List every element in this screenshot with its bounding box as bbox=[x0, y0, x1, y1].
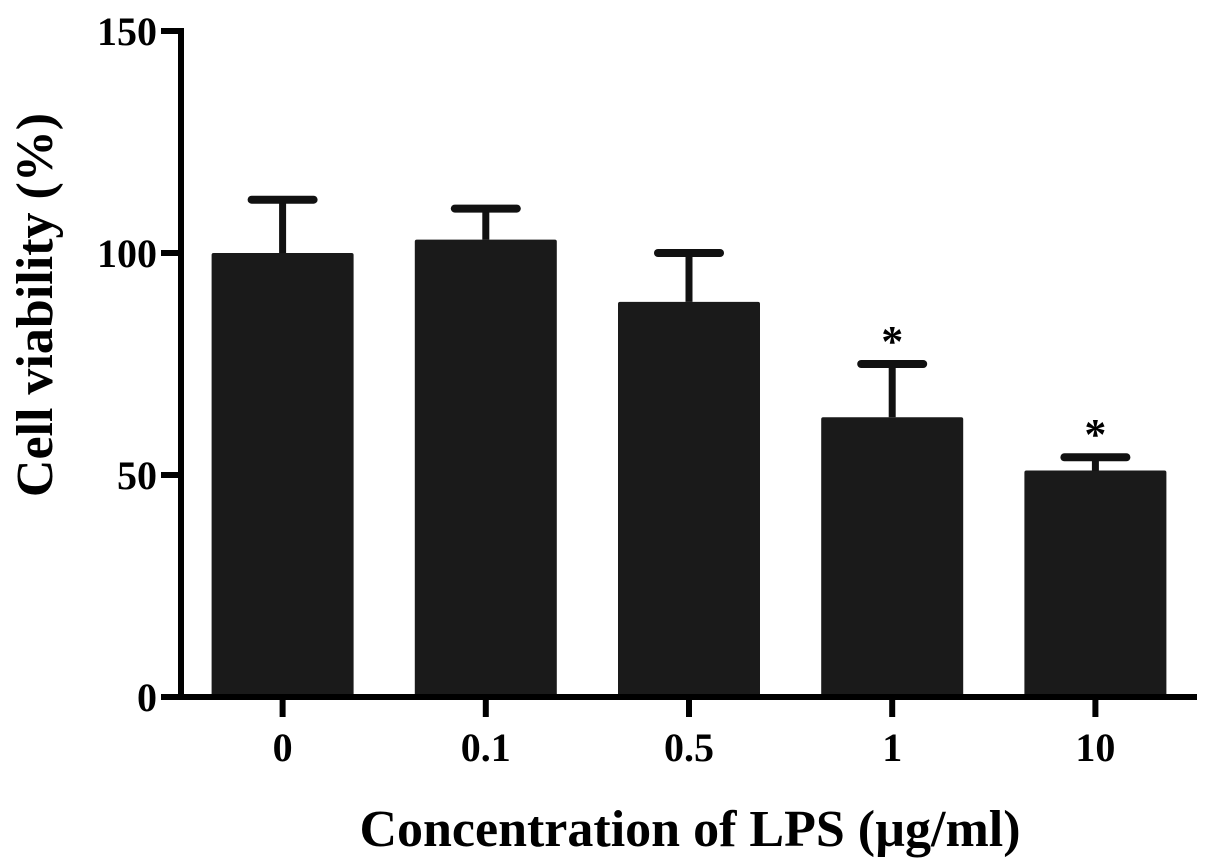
y-tick-label: 100 bbox=[97, 231, 157, 276]
x-tick-label: 10 bbox=[1075, 725, 1115, 770]
y-tick-label: 0 bbox=[137, 675, 157, 720]
bar bbox=[414, 239, 557, 697]
y-ticks: 0 50 100 150 bbox=[97, 9, 181, 720]
x-tick-label: 0 bbox=[273, 725, 293, 770]
bar bbox=[618, 301, 760, 697]
significance-marker: * bbox=[1084, 410, 1106, 459]
x-tick-label: 0.5 bbox=[664, 725, 714, 770]
x-tick-label: 1 bbox=[882, 725, 902, 770]
bar bbox=[211, 253, 354, 697]
bar bbox=[821, 417, 964, 697]
x-ticks: 0 0.1 0.5 1 10 bbox=[273, 697, 1115, 770]
x-tick-label: 0.1 bbox=[461, 725, 511, 770]
x-axis-title: Concentration of LPS (µg/ml) bbox=[359, 801, 1020, 858]
y-axis-title: Cell viability (%) bbox=[7, 113, 64, 497]
y-tick-label: 150 bbox=[97, 9, 157, 54]
chart-marks: ** bbox=[211, 195, 1167, 697]
y-tick-label: 50 bbox=[117, 453, 157, 498]
bar bbox=[1024, 470, 1167, 697]
significance-marker: * bbox=[881, 317, 903, 366]
